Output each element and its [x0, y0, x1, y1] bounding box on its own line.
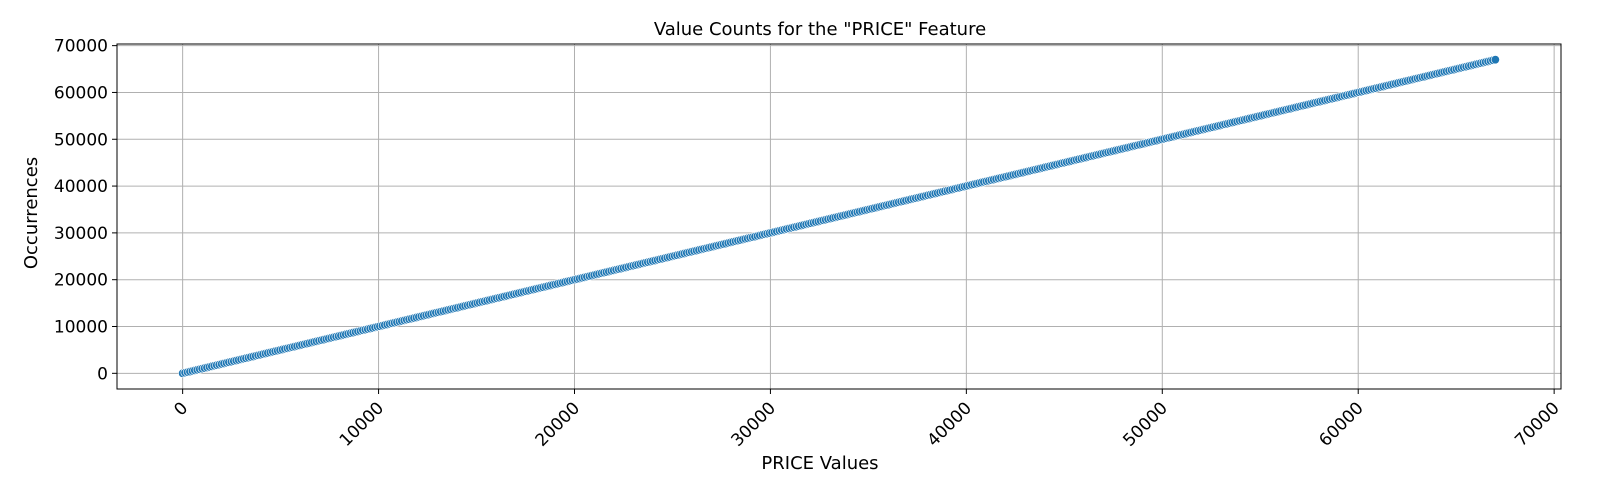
- y-tick-label: 70000: [54, 37, 108, 57]
- y-axis-label: Occurrences: [21, 157, 42, 269]
- x-tick-label: 70000: [1511, 398, 1563, 450]
- x-tick-label: 30000: [728, 398, 780, 450]
- y-axis-ticks: 0 10000 20000 30000 40000 50000 60000 70000: [54, 37, 117, 384]
- x-axis-label: PRICE Values: [761, 453, 878, 474]
- x-axis-ticks: 0 10000 20000 30000 40000 50000 60000 70000: [170, 389, 1564, 451]
- data-points: [178, 55, 1500, 378]
- y-tick-label: 30000: [54, 224, 108, 244]
- data-point: [1490, 55, 1500, 65]
- plot-area-frame: [116, 43, 1562, 390]
- x-tick-label: 40000: [923, 398, 975, 450]
- y-tick-label: 20000: [54, 271, 108, 291]
- y-tick-label: 50000: [54, 130, 108, 150]
- x-tick-label: 60000: [1315, 398, 1367, 450]
- grid: [117, 44, 1561, 389]
- x-tick-label: 50000: [1119, 398, 1171, 450]
- chart-title: Value Counts for the "PRICE" Feature: [654, 19, 986, 40]
- x-tick-label: 10000: [336, 398, 388, 450]
- y-tick-label: 40000: [54, 177, 108, 197]
- x-tick-label: 20000: [532, 398, 584, 450]
- y-tick-label: 60000: [54, 83, 108, 103]
- x-tick-label: 0: [170, 398, 192, 420]
- y-tick-label: 0: [97, 364, 108, 384]
- y-tick-label: 10000: [54, 318, 108, 338]
